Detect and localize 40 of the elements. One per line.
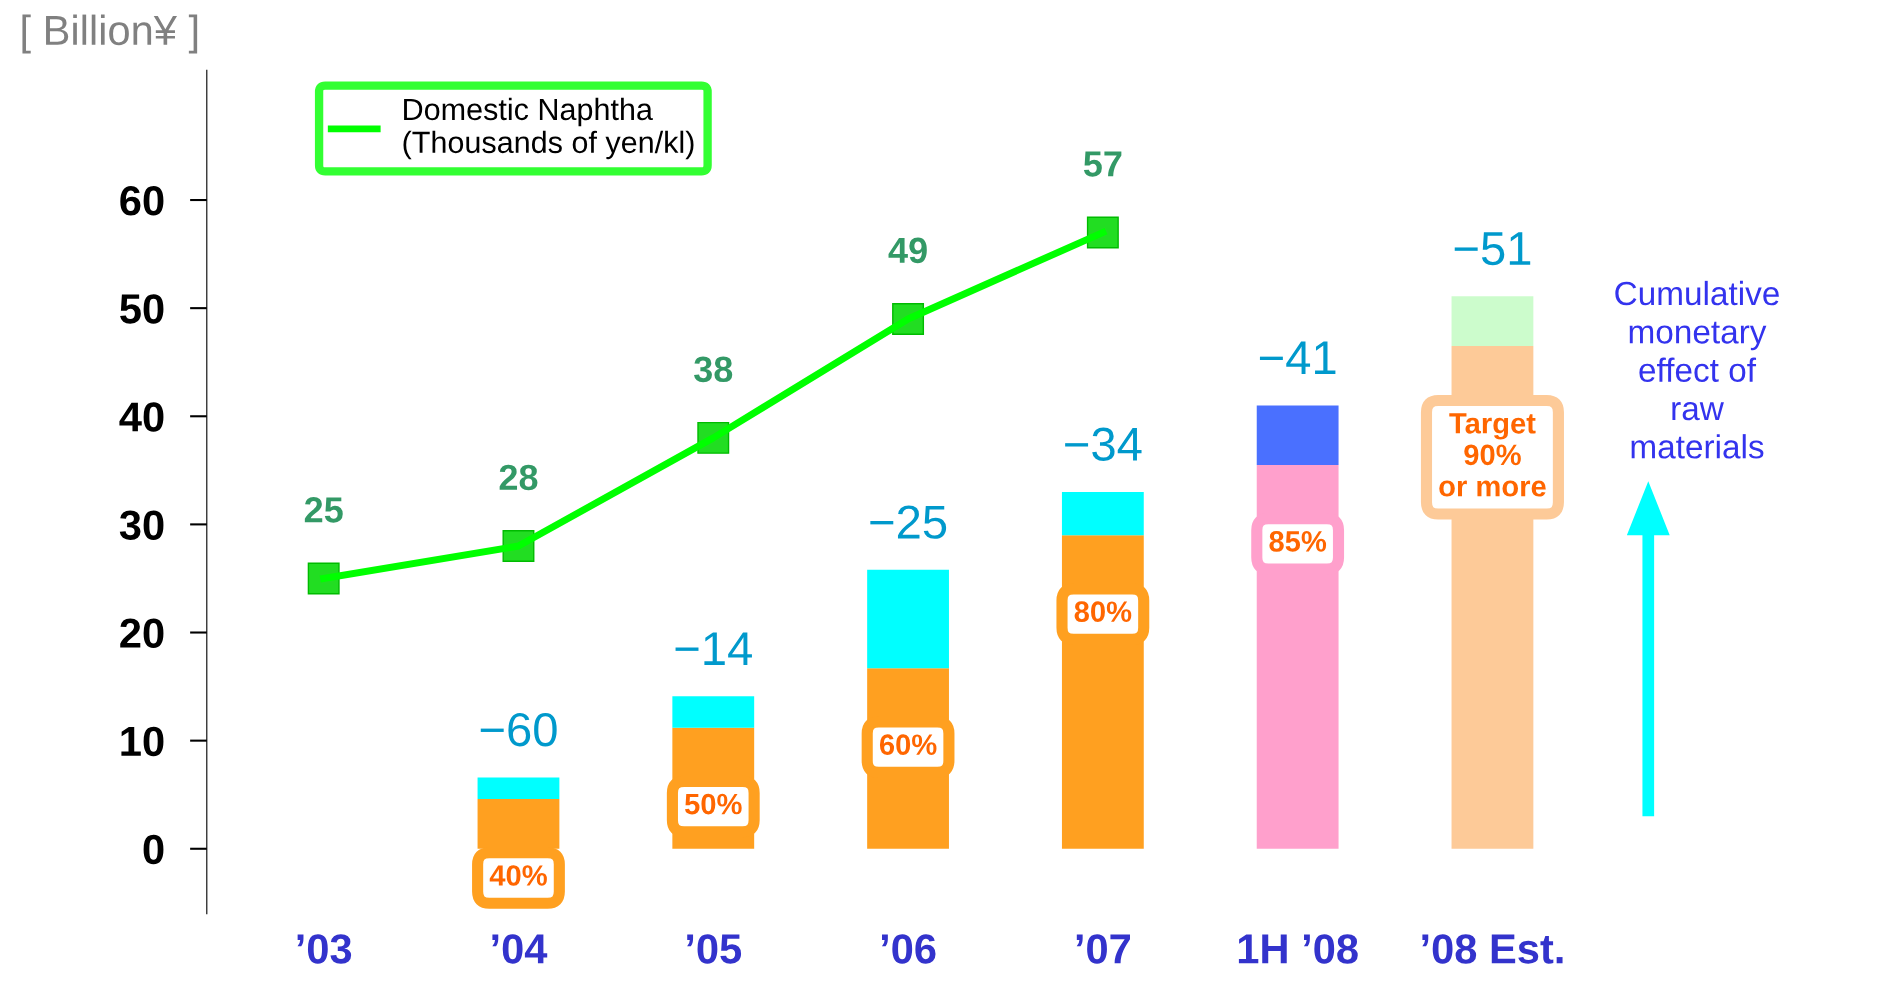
annotation: 50%: [684, 793, 742, 815]
y-tick-label: 50: [120, 294, 164, 324]
bar: [1061, 491, 1144, 536]
y-tick-label: 30: [119, 510, 164, 540]
annotation: 85%: [1269, 531, 1327, 552]
x-tick-label: ’05: [687, 934, 742, 964]
legend-label: Domestic Naphtha (Thousands of yen/kl): [403, 97, 694, 160]
bar: [477, 777, 560, 800]
annotation: −14: [675, 632, 752, 665]
x-tick-label: ’04: [492, 934, 548, 964]
text: Cumulative monetary effect of raw materials: [1615, 280, 1779, 459]
bar: [672, 696, 755, 728]
x-tick-label: ’03: [297, 934, 352, 964]
y-tick-label: 20: [120, 618, 164, 649]
x-tick-label: ’06: [881, 934, 936, 964]
annotation: −34: [1065, 427, 1142, 461]
bar: [1451, 296, 1534, 346]
y-tick-label: 0: [143, 834, 164, 865]
annotation: 60%: [879, 734, 937, 755]
annotation: 40%: [489, 865, 547, 886]
annotation: 80%: [1074, 601, 1132, 622]
data-label: 38: [694, 356, 733, 383]
bar: [867, 569, 949, 669]
y-axis-title: [ Billion¥ ]: [22, 14, 198, 54]
x-tick-label: ’07: [1076, 934, 1130, 964]
data-label: 57: [1083, 151, 1122, 177]
y-tick-label: 60: [120, 186, 164, 216]
y-tick-label: 10: [121, 726, 164, 757]
annotation: −25: [870, 505, 947, 539]
x-tick-label: ’08 Est.: [1422, 934, 1563, 964]
annotation: −60: [480, 713, 557, 747]
x-tick-label: 1H ’08: [1238, 934, 1358, 964]
bar: [1256, 405, 1339, 465]
data-label: 25: [304, 497, 343, 523]
data-label: 49: [888, 237, 927, 264]
annotation: −51: [1454, 232, 1531, 266]
annotation: Target 90% or more: [1439, 413, 1546, 497]
annotation: −41: [1259, 341, 1336, 375]
data-label: 28: [499, 464, 538, 491]
y-tick-label: 40: [119, 402, 164, 432]
